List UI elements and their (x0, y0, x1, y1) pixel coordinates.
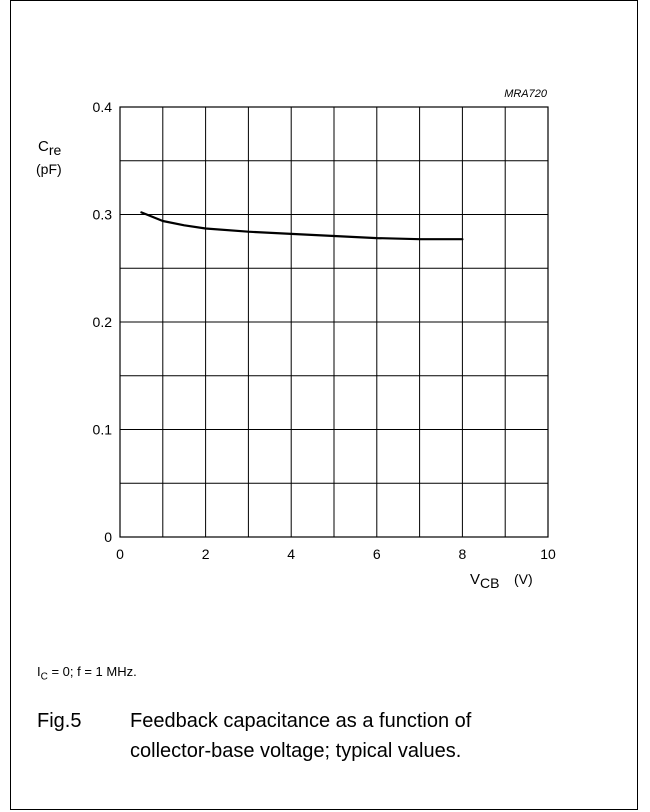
x-tick-label: 6 (373, 546, 381, 562)
y-tick-label: 0 (104, 529, 112, 545)
figure-frame (10, 0, 638, 810)
y-tick-label: 0.4 (93, 99, 113, 115)
x-tick-label: 4 (287, 546, 295, 562)
series-line (140, 211, 464, 241)
frame-top-border (10, 0, 638, 1)
caption-line-2: collector-base voltage; typical values. (130, 740, 462, 762)
y-tick-label: 0.3 (93, 207, 113, 223)
y-tick-label: 0.2 (93, 314, 113, 330)
y-axis-label: Cre (38, 138, 62, 158)
axes (119, 106, 549, 538)
y-axis-unit: (pF) (36, 161, 62, 177)
y-tick-label: 0.1 (93, 422, 113, 438)
x-tick-label: 2 (202, 546, 210, 562)
figure-caption: Fig.5 Feedback capacitance as a function … (37, 706, 471, 766)
series (140, 211, 464, 241)
plot-area-border (119, 106, 549, 538)
x-tick-label: 10 (540, 546, 556, 562)
grid (120, 107, 548, 537)
chart-code: MRA720 (504, 88, 548, 100)
x-tick-label: 8 (459, 546, 467, 562)
x-tick-label: 0 (116, 546, 124, 562)
x-axis-label: VCB (470, 571, 499, 591)
caption-line-1: Feedback capacitance as a function of (130, 710, 472, 732)
figure-number: Fig.5 (37, 710, 82, 732)
x-axis-unit: (V) (514, 571, 533, 587)
chart: 0 2 4 6 8 10 0 0.1 0.2 0.3 0.4 MRA720 Cre (pF) VCB… (36, 88, 556, 591)
tick-labels: 0 2 4 6 8 10 0 0.1 0.2 0.3 0.4 (93, 99, 556, 562)
conditions-note: IC = 0; f = 1 MHz. (37, 664, 137, 683)
